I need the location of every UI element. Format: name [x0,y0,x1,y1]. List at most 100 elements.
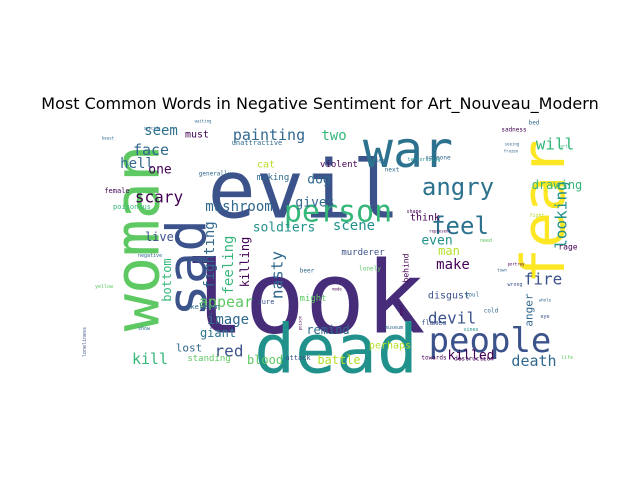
word-poison: poison [298,315,303,330]
word-bed: bed [529,120,540,127]
word-people: people [429,321,552,361]
word-drawing: drawing [532,178,583,192]
word-fight: fight [529,213,544,219]
word-negative: negative [138,253,162,259]
word-anger: anger [523,293,536,326]
word-seeing: seeing [505,142,520,147]
word-mode: mode [332,287,342,292]
word-poisonous: poisonous [113,203,151,211]
word-disgust: disgust [428,291,470,302]
word-war: war [363,121,453,179]
word-will: will [536,135,575,154]
word-might: might [299,294,326,304]
word-death: death [511,352,556,370]
word-cat: cat [257,160,275,171]
word-making: making [257,173,290,183]
chart-title: Most Common Words in Negative Sentiment … [41,94,599,113]
word-generally: generally [199,171,232,178]
word-shape: shape [406,209,421,215]
word-fear: fear [509,140,579,285]
word-someone: someone [425,155,451,162]
word-gives: gives [295,196,334,211]
word-giant: giant [200,326,236,340]
word-standing: standing [187,354,230,364]
word-terrorizing: terrorizing [407,157,440,163]
word-seem: seem [144,123,178,139]
word-fire: fire [524,270,563,289]
word-feeling: feeling [221,235,237,294]
word-wrong: wrong [507,282,522,288]
word-soul: soul [465,292,480,299]
word-represent: represent [429,229,451,234]
word-feel: feel [431,212,489,240]
word-nasty: nasty [268,251,287,300]
word-bottom: bottom [160,258,174,301]
word-beer: beer [300,268,315,275]
word-evil: evil [208,144,401,237]
word-appear: appear [199,293,253,311]
word-perhaps: perhaps [369,341,411,352]
word-loneliness: loneliness [82,327,88,357]
word-looking: looking [552,181,571,248]
word-sad: sad [156,219,219,317]
word-lonely: lonely [359,266,381,273]
word-look: look [185,240,426,357]
word-vines: vines [463,327,478,333]
word-battle: battle [317,353,360,367]
word-flames: flames [421,319,446,327]
word-see: see [375,158,386,165]
word-face: face [133,141,169,159]
word-killed: killed [448,349,495,364]
word-whole: whole [539,298,552,303]
word-towards: towards [421,355,447,362]
word-dead: dead [254,311,418,390]
word-dog: dog [307,173,330,188]
word-behind: behind [402,253,411,282]
word-lives: lives [145,230,181,244]
word-angry: angry [422,173,494,201]
word-painting: painting [233,126,305,144]
word-angel: angel [399,303,404,316]
word-even: even [421,234,452,249]
word-destruction: destruction [454,356,494,363]
word-devil: devil [428,309,476,328]
word-next: next [385,167,400,174]
word-lost: lost [176,342,203,355]
word-man: man [438,244,460,258]
word-beast: beast [102,136,115,141]
word-soldiers: soldiers [253,221,316,236]
word-murderer: murderer [341,248,385,258]
word-sadness: sadness [501,127,527,134]
word-killing: killing [238,237,252,288]
word-sure: sure [258,298,275,306]
word-life: life [561,355,573,361]
word-need: need [480,238,492,244]
word-one: one [148,163,172,178]
word-hell: hell [120,156,154,172]
word-town: town [497,268,507,273]
word-remind: remind [306,323,349,337]
word-woman: woman [101,145,174,332]
word-yellow: yellow [95,284,114,290]
word-two: two [321,128,346,144]
word-unattractive: unattractive [232,139,283,147]
word-attack: attack [285,354,311,362]
word-fighting: fighting [202,221,218,288]
word-female: female [104,187,129,195]
word-eye: eye [540,314,549,320]
word-kill: kill [132,350,168,368]
word-violent: violent [320,160,358,170]
word-blood: blood [247,353,283,367]
word-rage: rage [558,243,577,252]
word-skeleton: skeleton [186,303,220,311]
word-red: red [215,342,244,361]
word-think: think [410,213,440,224]
word-waiting: waiting [195,119,212,124]
word-image: image [207,312,249,328]
word-person: person [284,195,392,230]
word-must: must [185,130,209,141]
word-suicide: suicide [144,126,161,131]
word-museum: museum [385,325,403,331]
word-art: art [560,144,568,149]
